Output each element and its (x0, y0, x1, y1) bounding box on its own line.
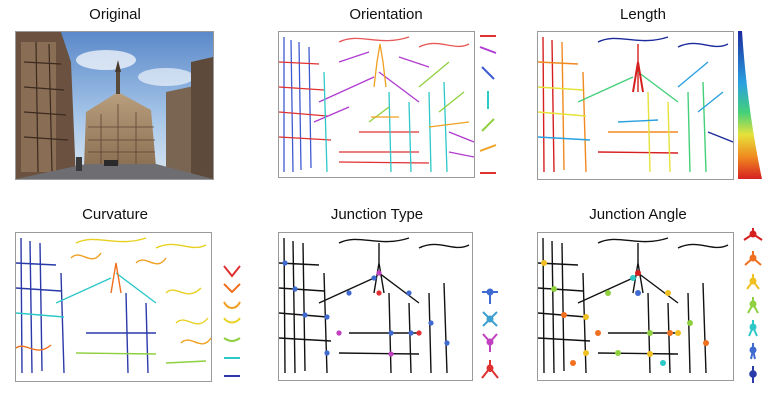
panel-title: Junction Angle (589, 206, 687, 223)
orientation-map (278, 31, 475, 178)
junction-angle-legend (743, 228, 763, 383)
panel-title: Curvature (82, 206, 148, 223)
junction-type-legend (481, 288, 499, 379)
panel-title: Orientation (349, 6, 423, 23)
curvature-legend (223, 265, 241, 377)
T-junction-icon (482, 288, 498, 304)
curvature-map (15, 232, 212, 382)
junction-angle-map (537, 232, 734, 381)
Y-junction-icon (482, 333, 498, 352)
arrow-junction-icon (481, 360, 499, 379)
panel-title: Junction Type (330, 206, 424, 223)
panel-title: Original (89, 6, 141, 23)
X-junction-icon (482, 311, 498, 327)
junction-type-map (278, 232, 473, 381)
photo-original (15, 31, 214, 180)
panel-title: Length (620, 6, 666, 23)
length-map (537, 31, 734, 180)
length-colorbar (738, 31, 762, 179)
orientation-legend (479, 35, 497, 174)
